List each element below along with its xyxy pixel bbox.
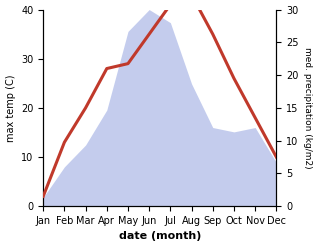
Y-axis label: med. precipitation (kg/m2): med. precipitation (kg/m2) — [303, 47, 313, 169]
Y-axis label: max temp (C): max temp (C) — [5, 74, 16, 142]
X-axis label: date (month): date (month) — [119, 231, 201, 242]
